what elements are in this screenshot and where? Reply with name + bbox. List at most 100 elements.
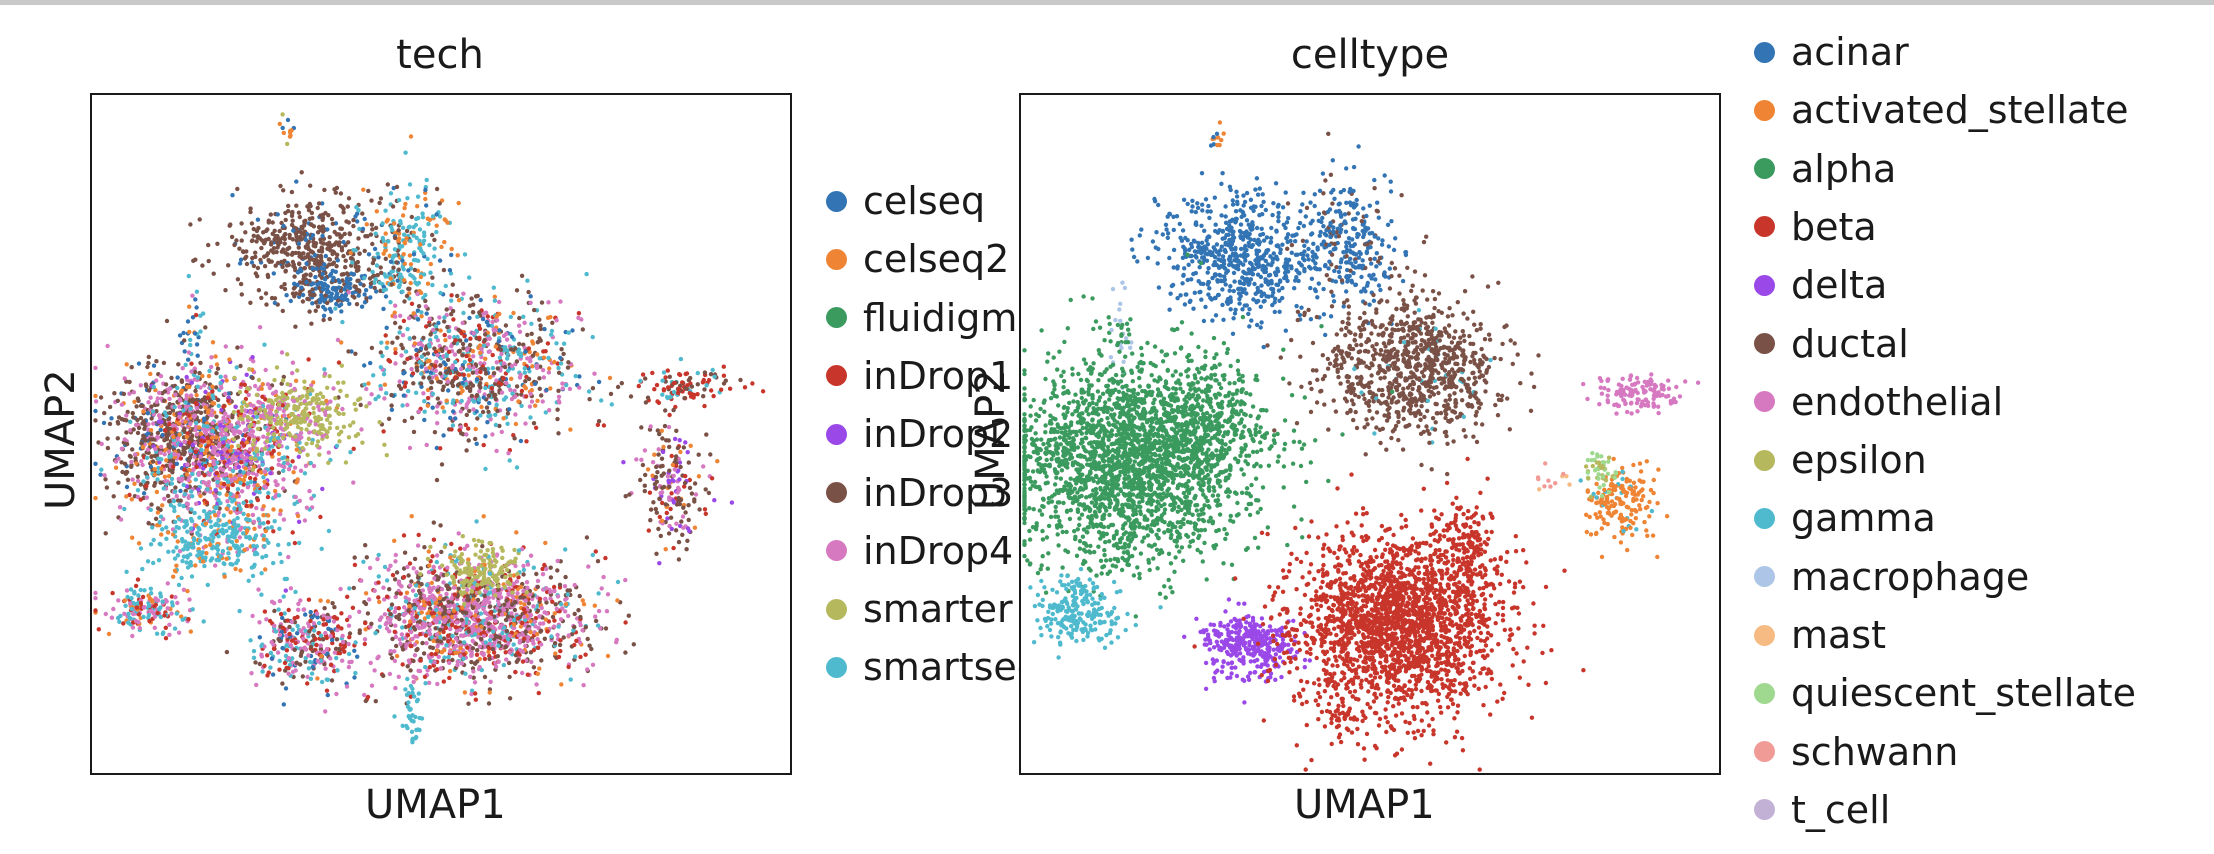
point-inDrop4 [362,637,368,642]
point-inDrop3 [238,363,243,369]
point-inDrop3 [308,273,313,278]
point-inDrop3 [240,249,246,254]
point-celseq [419,384,424,389]
point-inDrop3 [389,392,394,398]
point-inDrop3 [215,431,220,436]
point-inDrop1 [221,481,227,487]
point-inDrop3 [234,238,239,243]
point-inDrop4 [159,444,164,450]
point-inDrop4 [322,371,328,376]
point-celseq2 [445,220,450,225]
point-inDrop2 [213,488,218,493]
point-inDrop2 [685,450,690,455]
point-inDrop3 [277,638,282,644]
point-celseq [303,612,308,617]
point-smarter [288,419,294,424]
point-inDrop3 [138,415,144,421]
point-inDrop4 [151,611,156,616]
point-smartseq2 [161,630,166,635]
point-smarter [231,437,237,442]
point-celseq2 [393,347,398,352]
point-smartseq2 [189,574,195,579]
point-inDrop1 [248,475,253,481]
point-celseq2 [663,547,668,552]
point-inDrop3 [321,637,326,642]
point-inDrop1 [657,514,662,520]
point-inDrop3 [643,472,648,478]
point-inDrop3 [373,699,378,704]
point-inDrop3 [537,386,542,391]
point-inDrop1 [636,383,641,389]
point-inDrop4 [130,477,135,482]
point-inDrop4 [478,361,483,366]
point-smartseq2 [286,542,291,547]
point-inDrop3 [587,397,592,402]
point-inDrop4 [257,620,262,625]
point-celseq2 [418,242,423,247]
point-celseq [443,362,448,367]
point-inDrop3 [532,307,537,313]
point-inDrop3 [167,443,172,448]
point-inDrop4 [398,313,403,318]
point-inDrop3 [668,515,674,520]
point-smartseq2 [99,467,104,472]
point-inDrop3 [299,237,304,242]
point-inDrop1 [255,497,260,503]
point-celseq2 [447,668,453,674]
point-inDrop3 [334,637,340,642]
point-smartseq2 [284,643,289,648]
point-celseq [480,316,486,322]
point-celseq2 [696,474,702,479]
point-celseq2 [184,472,190,477]
point-inDrop3 [335,298,341,303]
point-smarter [341,411,346,417]
point-inDrop1 [241,443,247,448]
point-inDrop2 [218,423,223,428]
point-celseq2 [255,483,260,488]
point-inDrop3 [259,245,264,251]
point-celseq2 [652,452,657,457]
point-celseq [281,702,286,707]
point-inDrop4 [494,360,499,365]
point-inDrop3 [155,506,161,511]
point-smartseq2 [481,343,487,348]
point-smartseq2 [238,480,243,486]
point-inDrop4 [248,460,254,465]
point-inDrop3 [226,263,231,268]
point-inDrop1 [244,503,249,509]
point-inDrop3 [444,370,449,375]
point-inDrop3 [398,386,404,391]
point-smartseq2 [136,593,141,598]
point-celseq [304,280,309,285]
point-celseq [201,416,207,421]
point-inDrop1 [381,429,386,434]
point-inDrop4 [184,396,189,402]
point-smartseq2 [259,452,265,457]
scatter-points-tech [93,112,766,745]
point-inDrop3 [162,389,168,394]
point-smarter [296,416,301,421]
point-celseq [388,259,394,264]
point-inDrop2 [244,372,249,377]
point-inDrop1 [336,360,342,365]
point-smartseq2 [188,448,193,453]
point-inDrop3 [272,608,277,614]
point-celseq [395,278,400,283]
point-celseq [321,304,326,310]
point-inDrop4 [648,424,653,429]
point-inDrop3 [659,456,665,461]
point-smarter [285,403,291,408]
point-inDrop3 [131,415,136,420]
point-celseq [344,276,350,281]
point-celseq2 [402,205,407,211]
point-inDrop3 [239,292,244,297]
point-smartseq2 [309,671,315,676]
point-smartseq2 [505,352,510,357]
point-inDrop4 [509,396,515,402]
point-inDrop3 [305,241,310,246]
point-smarter [277,443,282,448]
point-smartseq2 [151,560,156,566]
point-inDrop3 [203,325,208,330]
point-inDrop4 [225,463,230,469]
point-inDrop3 [421,375,426,380]
